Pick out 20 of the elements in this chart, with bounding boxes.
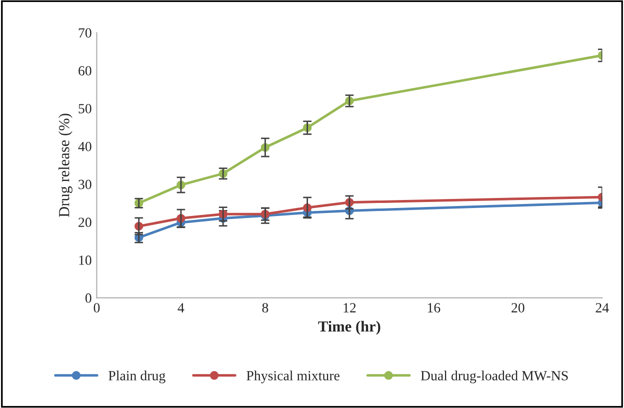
- x-tick-label: 0: [94, 303, 100, 312]
- x-axis-title: Time (hr): [318, 320, 380, 335]
- y-tick-label: 60: [78, 66, 92, 76]
- y-tick-label: 50: [78, 104, 92, 114]
- x-tick-label: 16: [428, 303, 440, 312]
- x-tick-label: 4: [178, 303, 184, 312]
- y-tick-label: 30: [78, 180, 92, 190]
- y-tick-label: 40: [78, 142, 92, 152]
- legend-label: Dual drug-loaded MW-NS: [420, 370, 568, 384]
- legend-label: Plain drug: [108, 370, 166, 384]
- legend-label: Physical mixture: [246, 370, 340, 384]
- y-tick-label: 70: [78, 28, 92, 38]
- x-tick-label: 24: [596, 303, 609, 312]
- y-tick-label: 0: [85, 293, 92, 303]
- y-axis-title: Drug release (%): [58, 114, 72, 217]
- y-tick-label: 10: [79, 256, 92, 265]
- y-tick-label: 20: [78, 218, 92, 228]
- x-tick-label: 8: [262, 303, 268, 312]
- x-tick-label: 12: [344, 303, 356, 312]
- x-tick-label: 20: [512, 303, 524, 312]
